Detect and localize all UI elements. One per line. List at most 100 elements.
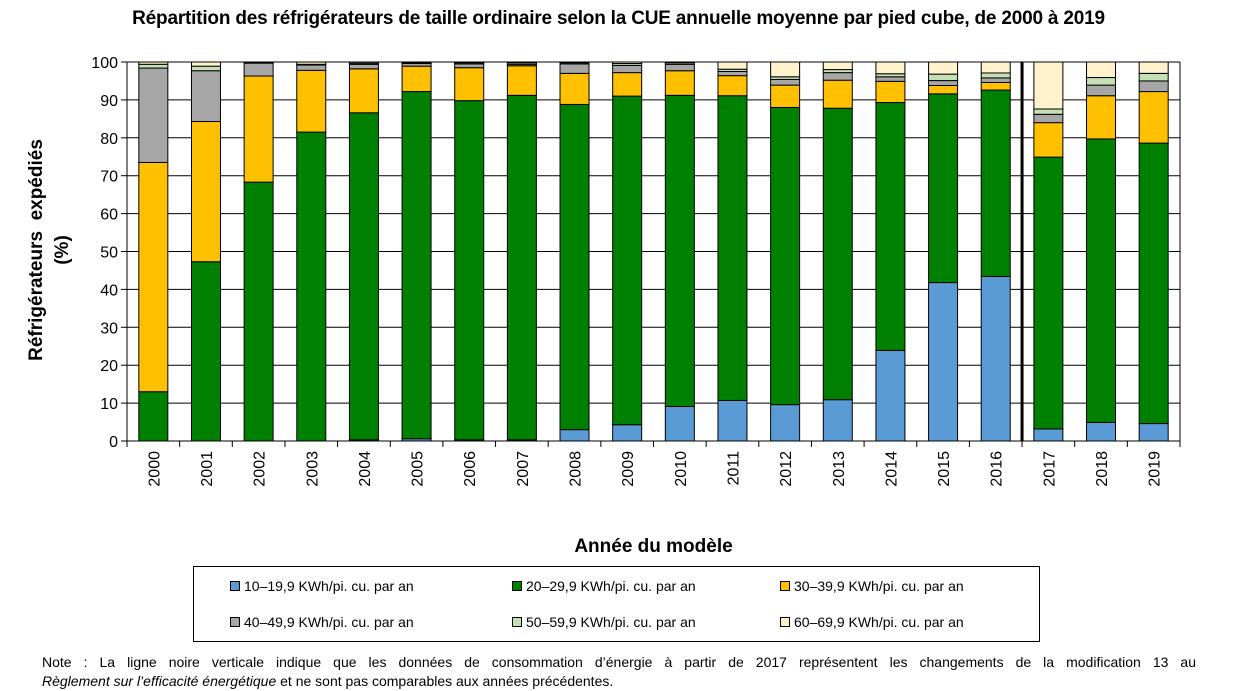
bar-segment bbox=[402, 92, 431, 439]
x-tick-label: 2008 bbox=[568, 451, 585, 487]
legend-swatch bbox=[780, 617, 790, 627]
x-tick-label: 2004 bbox=[357, 451, 374, 487]
bar-segment bbox=[1139, 92, 1168, 144]
bar-segment bbox=[771, 107, 800, 404]
y-tick-label: 50 bbox=[100, 245, 118, 262]
bar-segment bbox=[1034, 62, 1063, 109]
bar-segment bbox=[560, 64, 589, 73]
legend-item: 40–49,9 KWh/pi. cu. par an bbox=[230, 614, 414, 630]
y-tick-label: 40 bbox=[100, 282, 118, 299]
bar-segment bbox=[771, 405, 800, 441]
bar-segment bbox=[823, 400, 852, 441]
legend-label: 30–39,9 KWh/pi. cu. par an bbox=[794, 578, 964, 594]
bar-segment bbox=[402, 62, 431, 63]
bar-segment bbox=[929, 94, 958, 283]
bar-segment bbox=[191, 71, 220, 122]
bar-segment bbox=[1087, 62, 1116, 78]
legend-swatch bbox=[230, 581, 240, 591]
bar-segment bbox=[718, 76, 747, 96]
bar-segment bbox=[244, 76, 273, 182]
y-tick-label: 20 bbox=[100, 358, 118, 375]
legend-swatch bbox=[512, 581, 522, 591]
bar-segment bbox=[349, 64, 378, 69]
bar-segment bbox=[1087, 85, 1116, 96]
bar-segment bbox=[876, 77, 905, 82]
bar-segment bbox=[1034, 109, 1063, 114]
y-tick-label: 30 bbox=[100, 320, 118, 337]
note-regulation-name: Règlement sur l’efficacité énergétique bbox=[42, 673, 276, 689]
bar-segment bbox=[1034, 429, 1063, 441]
bar-segment bbox=[139, 392, 168, 441]
bar-segment bbox=[771, 79, 800, 85]
bar-segment bbox=[823, 62, 852, 70]
bar-segment bbox=[297, 65, 326, 70]
x-tick-label: 2001 bbox=[199, 451, 216, 487]
x-tick-label: 2006 bbox=[462, 451, 479, 487]
x-tick-label: 2000 bbox=[146, 451, 163, 487]
x-tick-label: 2011 bbox=[725, 451, 742, 486]
bar-segment bbox=[1034, 157, 1063, 429]
bar-segment bbox=[507, 95, 536, 440]
legend-item: 20–29,9 KWh/pi. cu. par an bbox=[512, 578, 696, 594]
x-tick-label: 2012 bbox=[778, 451, 795, 487]
bar-segment bbox=[1139, 62, 1168, 73]
bar-segment bbox=[718, 400, 747, 441]
bar-segment bbox=[1139, 81, 1168, 92]
bar-segment bbox=[191, 62, 220, 66]
bar-segment bbox=[613, 73, 642, 96]
x-tick-label: 2019 bbox=[1147, 451, 1164, 487]
bar-segment bbox=[191, 66, 220, 71]
bar-segment bbox=[191, 262, 220, 441]
x-tick-label: 2009 bbox=[620, 451, 637, 487]
legend-item: 60–69,9 KWh/pi. cu. par an bbox=[780, 614, 964, 630]
bar-segment bbox=[823, 80, 852, 108]
bar-segment bbox=[560, 430, 589, 441]
bar-segment bbox=[718, 96, 747, 401]
y-axis-title-unit: (%) bbox=[52, 235, 73, 265]
bar-segment bbox=[929, 62, 958, 74]
bar-segment bbox=[613, 62, 642, 64]
legend-swatch bbox=[230, 617, 240, 627]
bar-segment bbox=[665, 62, 694, 63]
x-tick-label: 2016 bbox=[989, 451, 1006, 487]
bar-segment bbox=[139, 62, 168, 64]
bar-segment bbox=[139, 64, 168, 68]
bar-segment bbox=[876, 103, 905, 351]
x-tick-label: 2015 bbox=[936, 451, 953, 487]
bar-segment bbox=[981, 78, 1010, 83]
bar-segment bbox=[718, 62, 747, 69]
bar-segment bbox=[876, 62, 905, 74]
y-tick-label: 80 bbox=[100, 131, 118, 148]
bar-segment bbox=[981, 82, 1010, 90]
legend-item: 50–59,9 KWh/pi. cu. par an bbox=[512, 614, 696, 630]
y-tick-label: 10 bbox=[100, 396, 118, 413]
bar-segment bbox=[929, 81, 958, 86]
bar-segment bbox=[1139, 143, 1168, 423]
bar-segment bbox=[455, 101, 484, 440]
bar-segment bbox=[244, 63, 273, 76]
bar-segment bbox=[981, 277, 1010, 441]
bar-segment bbox=[349, 62, 378, 63]
bar-segment bbox=[507, 66, 536, 96]
x-tick-label: 2018 bbox=[1094, 451, 1111, 487]
bar-segment bbox=[613, 425, 642, 441]
bar-segment bbox=[139, 162, 168, 391]
note-line-1: Note : La ligne noire verticale indique … bbox=[42, 653, 1196, 672]
x-tick-label: 2003 bbox=[304, 451, 321, 487]
bar-segment bbox=[455, 68, 484, 101]
bar-segment bbox=[1139, 424, 1168, 441]
bar-segment bbox=[297, 62, 326, 64]
bar-segment bbox=[1087, 78, 1116, 86]
legend-item: 30–39,9 KWh/pi. cu. par an bbox=[780, 578, 964, 594]
bar-segment bbox=[139, 68, 168, 162]
bar-segment bbox=[613, 65, 642, 72]
bar-segment bbox=[613, 96, 642, 425]
bar-segment bbox=[244, 182, 273, 441]
bar-segment bbox=[297, 132, 326, 441]
x-axis-title: Année du modèle bbox=[574, 536, 732, 557]
bar-segment bbox=[665, 407, 694, 441]
x-tick-label: 2007 bbox=[515, 451, 532, 487]
legend-label: 10–19,9 KWh/pi. cu. par an bbox=[244, 578, 414, 594]
bar-segment bbox=[297, 70, 326, 132]
